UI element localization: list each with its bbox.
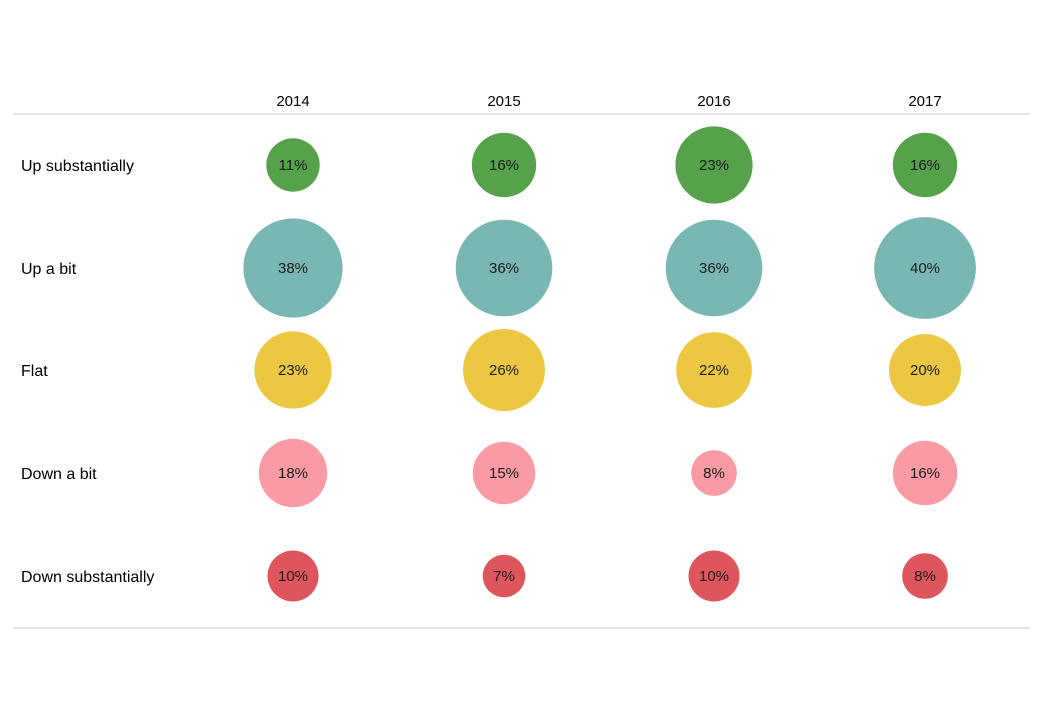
bubble-circle [266, 138, 320, 192]
bubble-circle [267, 550, 319, 602]
bubble-down-a-bit-2014: 18% [258, 438, 328, 508]
bubble-value-label: 38% [278, 260, 308, 277]
bubble-up-substantially-2017: 16% [892, 132, 958, 198]
bubble-down-a-bit-2017: 16% [892, 440, 958, 506]
bubble-circle [243, 218, 343, 318]
bubble-value-label: 20% [910, 362, 940, 379]
bubble-circle [892, 440, 958, 506]
bubble-circle [902, 553, 948, 599]
bubble-flat-2014: 23% [254, 331, 332, 409]
bubble-value-label: 26% [489, 362, 519, 379]
bubble-up-a-bit-2017: 40% [874, 217, 976, 319]
bubble-value-label: 16% [489, 157, 519, 174]
bubble-down-a-bit-2016: 8% [691, 450, 737, 496]
bubble-down-substantially-2014: 10% [267, 550, 319, 602]
bubble-value-label: 10% [699, 568, 729, 585]
bubble-down-substantially-2015: 7% [482, 554, 526, 598]
row-label-down-substantially: Down substantially [21, 569, 154, 586]
bubble-value-label: 40% [910, 260, 940, 277]
bubble-down-a-bit-2015: 15% [472, 441, 536, 505]
column-headers: 2014 2015 2016 2017 [276, 93, 941, 110]
bubble-value-label: 7% [493, 568, 515, 585]
bubble-value-label: 22% [699, 362, 729, 379]
bubble-circle [471, 132, 537, 198]
row-label-up-a-bit: Up a bit [21, 261, 77, 278]
column-header-2016: 2016 [697, 93, 730, 110]
bubble-circle [874, 217, 976, 319]
column-header-2017: 2017 [908, 93, 941, 110]
bubble-up-a-bit-2016: 36% [665, 219, 763, 317]
bubble-circle [675, 126, 753, 204]
bubble-circle [892, 132, 958, 198]
column-header-2014: 2014 [276, 93, 309, 110]
bubble-up-a-bit-2014: 38% [243, 218, 343, 318]
bubble-flat-2017: 20% [889, 334, 961, 406]
bubble-value-label: 11% [279, 157, 308, 174]
bubble-circle [455, 219, 553, 317]
column-header-2015: 2015 [487, 93, 520, 110]
bubble-up-substantially-2014: 11% [266, 138, 320, 192]
row-label-up-substantially: Up substantially [21, 158, 134, 175]
bubble-value-label: 8% [914, 568, 936, 585]
bubble-value-label: 23% [278, 362, 308, 379]
bubble-value-label: 16% [910, 465, 940, 482]
row-label-down-a-bit: Down a bit [21, 466, 97, 483]
bubble-down-substantially-2017: 8% [902, 553, 948, 599]
bubble-value-label: 18% [278, 465, 308, 482]
bubble-circle [463, 329, 545, 411]
bubble-value-label: 16% [910, 157, 940, 174]
bubble-up-substantially-2015: 16% [471, 132, 537, 198]
bubble-up-a-bit-2015: 36% [455, 219, 553, 317]
bubbles: 11% 16% 23% 16% 38% 36% 36% 40% 23% 26% 22% 20% 18% 1… [243, 126, 976, 602]
bubble-circle [254, 331, 332, 409]
bubble-down-substantially-2016: 10% [688, 550, 740, 602]
bubble-circle [665, 219, 763, 317]
bubble-flat-2016: 22% [676, 332, 752, 408]
bubble-circle [889, 334, 961, 406]
bubble-circle [688, 550, 740, 602]
bubble-value-label: 15% [489, 465, 519, 482]
bubble-up-substantially-2016: 23% [675, 126, 753, 204]
bubble-circle [482, 554, 526, 598]
bubble-value-label: 8% [703, 465, 725, 482]
bubble-value-label: 10% [278, 568, 308, 585]
row-label-flat: Flat [21, 363, 48, 380]
bubble-circle [472, 441, 536, 505]
row-labels: Up substantially Up a bit Flat Down a bit Do… [21, 158, 154, 586]
bubble-value-label: 23% [699, 157, 729, 174]
bubble-flat-2015: 26% [463, 329, 545, 411]
bubble-circle [691, 450, 737, 496]
bubble-circle [676, 332, 752, 408]
bubble-value-label: 36% [699, 260, 729, 277]
bubble-value-label: 36% [489, 260, 519, 277]
bubble-circle [258, 438, 328, 508]
